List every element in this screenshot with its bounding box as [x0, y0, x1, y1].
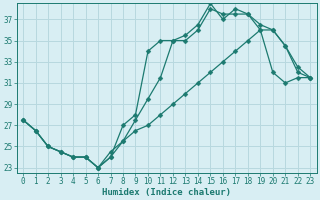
- X-axis label: Humidex (Indice chaleur): Humidex (Indice chaleur): [102, 188, 231, 197]
